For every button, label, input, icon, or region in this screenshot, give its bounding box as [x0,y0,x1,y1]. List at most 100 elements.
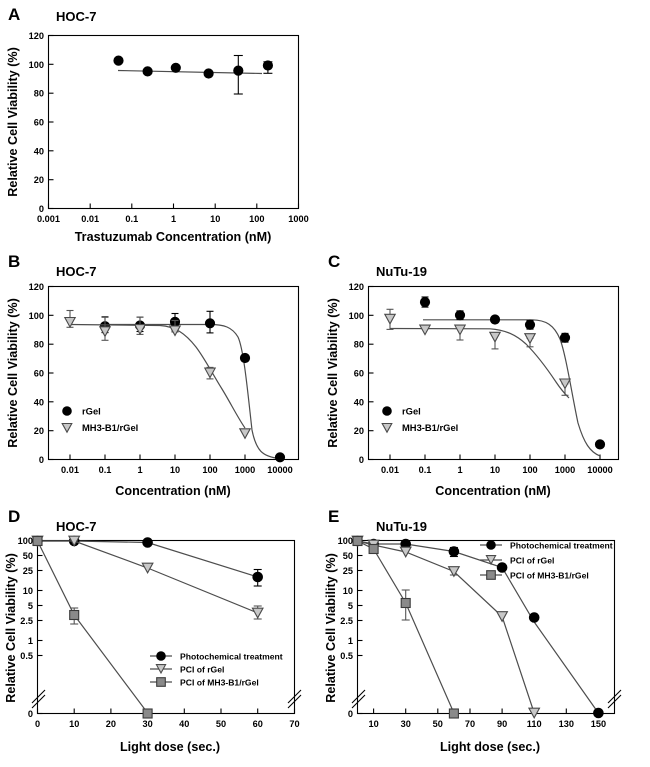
chart-a-xtick-4: 1 [171,214,176,224]
chart-a-ylabel: Relative Cell Viability (%) [6,47,20,197]
chart-d-ytick-1: 1 [28,636,33,646]
panel-b-letter: B [8,252,21,271]
chart-e-legend-label-1: PCI of rGel [510,555,554,565]
chart-e-ytick-100: 100 [338,536,353,546]
chart-c-xtick-3: 1 [457,465,462,475]
chart-d-ytick-0point5: 0.5 [20,651,33,661]
chart-e-xtick-70: 70 [465,719,475,729]
chart-e-xtick-50: 50 [433,719,443,729]
chart-d-ytick-10: 10 [23,586,33,596]
chart-c-ytick-60: 60 [354,369,364,379]
chart-b-ytick-80: 80 [34,340,44,350]
chart-c-ytick-20: 20 [354,426,364,436]
chart-e-xtick-150: 150 [591,719,606,729]
chart-a-series-trastuzumab [113,54,273,95]
chart-c-series-mh3b1-rgel [383,308,572,399]
chart-c-xtick-7: 10000 [587,465,613,475]
chart-b-ytick-60: 60 [34,369,44,379]
chart-b-xtick-3: 1 [137,465,142,475]
chart-d-xtick-40: 40 [179,719,189,729]
chart-b-ytick-120: 120 [29,282,44,292]
chart-d-xtick-70: 70 [289,719,299,729]
chart-b-y-axis: 0 20 40 60 80 100 120 [29,282,54,465]
chart-a-xtick-7: 1000 [288,214,308,224]
panel-a-title: HOC-7 [56,9,97,24]
chart-b-xtick-2: 0.1 [99,465,112,475]
chart-b-ytick-40: 40 [34,397,44,407]
chart-d-xtick-0: 0 [35,719,40,729]
chart-e-xtick-30: 30 [401,719,411,729]
chart-b-ytick-0: 0 [39,455,44,465]
chart-e-xtick-90: 90 [497,719,507,729]
chart-a-ytick-120: 120 [29,31,44,41]
panel-e-letter: E [328,507,340,526]
chart-d-ytick-0: 0 [28,709,33,719]
chart-a-x-axis: 0.001 0.01 0.1 1 10 100 1000 [37,203,309,224]
panel-c-title: NuTu-19 [376,264,428,279]
chart-e-ytick-50: 50 [343,551,353,561]
chart-c-xtick-6: 1000 [555,465,575,475]
chart-a-ytick-80: 80 [34,89,44,99]
chart-a-ytick-60: 60 [34,118,44,128]
chart-d-ytick-100: 100 [18,536,33,546]
panel-d-title: HOC-7 [56,519,97,534]
chart-c-series-rgel [419,296,606,457]
chart-e-xtick-110: 110 [527,719,542,729]
chart-b-xlabel: Concentration (nM) [115,484,230,498]
chart-c-xtick-1: 0.01 [381,465,399,475]
chart-a-xtick-1: 0.001 [37,214,60,224]
chart-d-ytick-5: 5 [28,601,33,611]
chart-e-axis-break [351,689,622,709]
chart-c-x-axis: 0.01 0.1 1 10 100 1000 10000 [381,454,613,475]
chart-c-xtick-5: 100 [522,465,537,475]
chart-e-ytick-5: 5 [348,601,353,611]
chart-a-ytick-40: 40 [34,146,44,156]
chart-e-ytick-0: 0 [348,709,353,719]
chart-b-xtick-5: 100 [202,465,217,475]
chart-d-legend-label-1: PCI of rGel [180,664,224,674]
chart-d-xtick-20: 20 [106,719,116,729]
chart-a-xtick-2: 0.01 [81,214,99,224]
chart-b-xtick-1: 0.01 [61,465,79,475]
chart-c-legend-label-0: rGel [402,406,421,417]
chart-a-ytick-0: 0 [39,204,44,214]
chart-e-legend-label-2: PCI of MH3-B1/rGel [510,570,589,580]
chart-a-xtick-5: 10 [210,214,220,224]
chart-b-series-rgel [99,310,286,463]
chart-e-ylabel: Relative Cell Viability (%) [324,553,338,703]
chart-d-ylabel: Relative Cell Viability (%) [4,553,18,703]
chart-d-xtick-60: 60 [253,719,263,729]
chart-d-legend-label-2: PCI of MH3-B1/rGel [180,677,259,687]
chart-b-legend-label-0: rGel [82,406,101,417]
chart-d-ytick-2point5: 2.5 [20,616,33,626]
chart-e-xtick-10: 10 [368,719,378,729]
chart-c-ytick-80: 80 [354,340,364,350]
chart-d-legend: Photochemical treatment PCI of rGel PCI … [150,651,283,687]
chart-d: 100 50 25 10 5 2.5 1 0.5 0 0 [4,535,302,754]
chart-a: 0 20 40 60 80 100 120 0.001 0.01 0.1 1 1… [6,31,309,244]
chart-d-x-axis: 0 10 20 30 40 50 60 70 [35,708,300,729]
panel-a-letter: A [8,5,21,24]
chart-b-ylabel: Relative Cell Viability (%) [6,298,20,448]
chart-d-ytick-50: 50 [23,551,33,561]
chart-c-y-axis: 0 20 40 60 80 100 120 [349,282,374,465]
chart-c-xtick-4: 10 [490,465,500,475]
chart-a-xlabel: Trastuzumab Concentration (nM) [75,230,272,244]
chart-e-ytick-25: 25 [343,566,353,576]
chart-a-xtick-3: 0.1 [125,214,138,224]
chart-b-legend: rGel MH3-B1/rGel [61,406,138,434]
chart-d-series-pci-rgel [31,535,264,620]
chart-c-xtick-2: 0.1 [419,465,432,475]
chart-c-ytick-40: 40 [354,397,364,407]
chart-a-ytick-100: 100 [29,60,44,70]
panel-c: C NuTu-19 0 20 40 60 80 100 120 [320,252,650,510]
chart-b-ytick-20: 20 [34,426,44,436]
panel-b: B HOC-7 0 20 40 60 80 100 120 [0,252,330,510]
chart-c-xlabel: Concentration (nM) [435,484,550,498]
panel-c-letter: C [328,252,341,271]
panel-e: E NuTu-19 100 50 25 10 5 2.5 1 0.5 0 [320,507,650,767]
chart-e-ytick-0point5: 0.5 [340,651,353,661]
chart-b-ytick-100: 100 [29,311,44,321]
panel-d: D HOC-7 100 50 25 10 5 2.5 1 0.5 0 [0,508,330,767]
chart-d-legend-label-0: Photochemical treatment [180,651,283,661]
